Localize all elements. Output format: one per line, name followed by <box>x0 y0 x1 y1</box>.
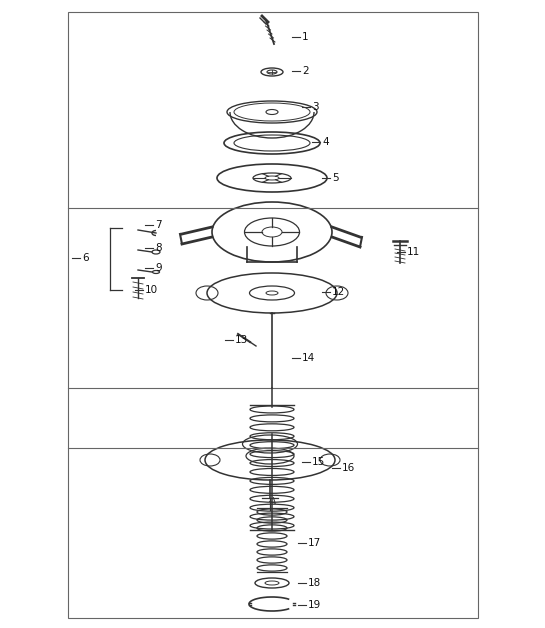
Text: 1: 1 <box>302 32 308 42</box>
Text: 4: 4 <box>322 137 329 147</box>
Text: 18: 18 <box>308 578 321 588</box>
Text: 9: 9 <box>155 263 162 273</box>
Text: 19: 19 <box>308 600 321 610</box>
Text: 11: 11 <box>407 247 420 257</box>
Text: 6: 6 <box>82 253 89 263</box>
Text: 2: 2 <box>302 66 308 76</box>
Bar <box>68 12 478 618</box>
Text: 13: 13 <box>235 335 249 345</box>
Text: 15: 15 <box>312 457 325 467</box>
Text: 16: 16 <box>342 463 355 473</box>
Text: 14: 14 <box>302 353 315 363</box>
Text: 3: 3 <box>312 102 319 112</box>
Text: 7: 7 <box>155 220 162 230</box>
Text: 5: 5 <box>332 173 338 183</box>
Text: 10: 10 <box>145 285 158 295</box>
Text: 8: 8 <box>155 243 162 253</box>
Text: 17: 17 <box>308 538 321 548</box>
Text: 12: 12 <box>332 287 345 297</box>
